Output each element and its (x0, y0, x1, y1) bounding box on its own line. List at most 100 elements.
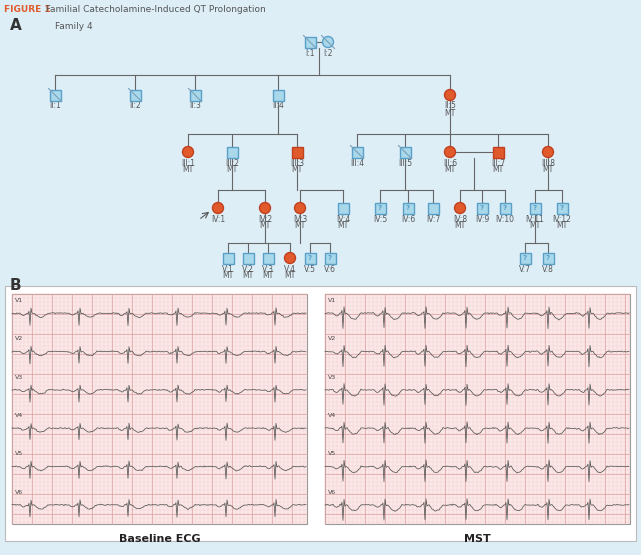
Bar (129, 89, 140, 100)
Text: MT: MT (556, 221, 568, 230)
Text: V3: V3 (328, 375, 337, 380)
Bar (242, 253, 253, 264)
Text: ?: ? (523, 255, 527, 261)
Text: V5: V5 (328, 451, 336, 456)
Text: MT: MT (262, 271, 274, 280)
Bar (529, 203, 540, 214)
Text: V:2: V:2 (242, 265, 254, 274)
Text: V3: V3 (15, 375, 23, 380)
Text: III:2: III:2 (225, 159, 239, 168)
Text: ?: ? (328, 255, 332, 261)
Circle shape (454, 203, 465, 214)
Text: IV:8: IV:8 (453, 214, 467, 224)
Text: III:1: III:1 (181, 159, 195, 168)
Bar (428, 203, 438, 214)
Text: MT: MT (444, 108, 456, 118)
Text: III:5: III:5 (398, 159, 412, 168)
Circle shape (183, 147, 194, 158)
Text: IV:10: IV:10 (495, 214, 515, 224)
Bar (476, 203, 488, 214)
Circle shape (213, 203, 224, 214)
Bar (304, 253, 315, 264)
Text: V:4: V:4 (284, 265, 296, 274)
Text: ?: ? (378, 205, 382, 211)
Text: ?: ? (546, 255, 550, 261)
Text: MT: MT (337, 221, 349, 230)
Text: II:5: II:5 (444, 102, 456, 110)
Bar (263, 253, 274, 264)
Circle shape (285, 253, 296, 264)
Text: ?: ? (406, 205, 410, 211)
Text: IV:6: IV:6 (401, 214, 415, 224)
Text: III:8: III:8 (541, 159, 555, 168)
Text: B: B (10, 278, 22, 293)
Bar (226, 147, 238, 158)
Bar (519, 253, 531, 264)
Circle shape (444, 89, 456, 100)
Text: IV:11: IV:11 (526, 214, 544, 224)
Text: V4: V4 (15, 413, 23, 418)
Text: MT: MT (542, 165, 554, 174)
Text: V1: V1 (328, 298, 336, 303)
Text: II:2: II:2 (129, 102, 141, 110)
Bar (399, 147, 410, 158)
Bar (324, 253, 335, 264)
Bar (556, 203, 567, 214)
Text: II:4: II:4 (272, 102, 284, 110)
Text: ?: ? (533, 205, 537, 211)
Circle shape (444, 147, 456, 158)
Text: FIGURE 1: FIGURE 1 (4, 5, 51, 14)
Text: IV:12: IV:12 (553, 214, 571, 224)
Text: MT: MT (183, 165, 194, 174)
Text: V6: V6 (15, 490, 23, 495)
Bar (49, 89, 60, 100)
Text: IV:2: IV:2 (258, 214, 272, 224)
Text: IV:5: IV:5 (373, 214, 387, 224)
Text: A: A (10, 18, 22, 33)
Text: V2: V2 (15, 336, 23, 341)
Text: I:2: I:2 (323, 48, 333, 58)
Text: MT: MT (492, 165, 504, 174)
Text: IV:9: IV:9 (475, 214, 489, 224)
Text: V:5: V:5 (304, 265, 316, 274)
Circle shape (542, 147, 553, 158)
Text: IV:3: IV:3 (293, 214, 307, 224)
Text: V4: V4 (328, 413, 337, 418)
Bar (499, 203, 510, 214)
Bar (12, 294, 307, 524)
Text: MT: MT (529, 221, 540, 230)
Bar (542, 253, 553, 264)
Text: V:1: V:1 (222, 265, 234, 274)
Circle shape (322, 37, 333, 48)
Text: ?: ? (480, 205, 484, 211)
Bar (374, 203, 385, 214)
Text: MT: MT (226, 165, 238, 174)
Text: IV:4: IV:4 (336, 214, 350, 224)
Text: V:7: V:7 (519, 265, 531, 274)
Bar (492, 147, 503, 158)
Bar (272, 89, 283, 100)
Text: III:7: III:7 (491, 159, 505, 168)
Circle shape (260, 203, 271, 214)
Text: IV:1: IV:1 (211, 214, 225, 224)
Text: V2: V2 (328, 336, 337, 341)
Text: III:3: III:3 (290, 159, 304, 168)
Text: ?: ? (560, 205, 564, 211)
Text: MT: MT (260, 221, 271, 230)
Text: MT: MT (285, 271, 296, 280)
Text: I:1: I:1 (305, 48, 315, 58)
Text: MT: MT (294, 221, 306, 230)
Bar (325, 294, 630, 524)
Text: MT: MT (444, 165, 456, 174)
Bar (190, 89, 201, 100)
Text: V:6: V:6 (324, 265, 336, 274)
Bar (304, 37, 315, 48)
Text: Familial Catecholamine-Induced QT Prolongation: Familial Catecholamine-Induced QT Prolon… (40, 5, 266, 14)
Text: V:3: V:3 (262, 265, 274, 274)
Text: II:1: II:1 (49, 102, 61, 110)
Text: MT: MT (222, 271, 233, 280)
Text: V1: V1 (15, 298, 23, 303)
Text: V6: V6 (328, 490, 336, 495)
Text: V5: V5 (15, 451, 23, 456)
Text: MT: MT (242, 271, 254, 280)
